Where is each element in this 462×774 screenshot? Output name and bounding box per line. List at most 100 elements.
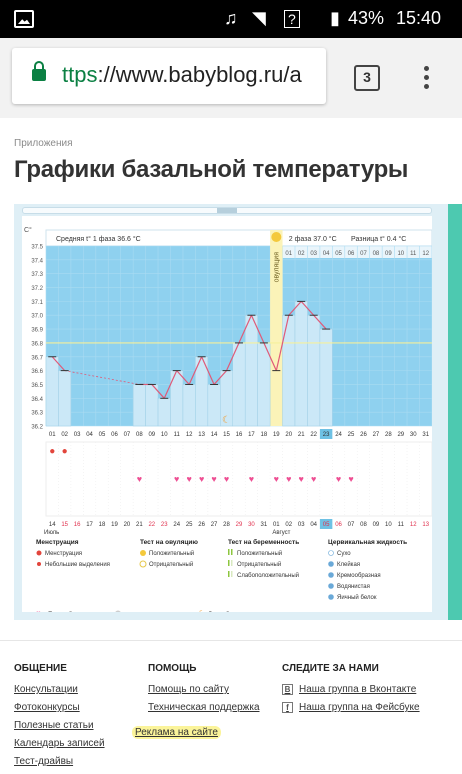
cycle-day-label: 20 [285,432,292,438]
date-label: 23 [161,522,168,528]
date-label: 01 [273,522,280,528]
vk-icon: B [282,684,293,695]
phase2-day-label: 02 [298,251,305,257]
cycle-day-label: 11 [174,432,181,438]
temperature-line-segment [176,370,190,385]
vk-group-link[interactable]: B Наша группа в Вконтакте [282,684,420,695]
temperature-line-segment [201,356,215,385]
intercourse-heart-icon: ♥ [348,474,353,484]
highlighted-day-cell [319,429,333,439]
tab-switcher-button[interactable]: 3 [354,65,380,91]
intercourse-heart-icon: ♥ [224,474,229,484]
cervical-fluid-icon [328,561,334,567]
footer-link[interactable]: Помощь по сайту [148,684,229,695]
url-bar[interactable]: ttps://www.babyblog.ru/a [12,48,326,104]
cervical-fluid-icon [328,583,334,589]
date-label: 20 [124,522,131,528]
cycle-day-label: 28 [385,432,392,438]
date-label: 28 [223,522,230,528]
breadcrumb[interactable]: Приложения [14,138,73,149]
y-tick-label: 37.3 [31,272,43,278]
temperature-line-segment [213,370,227,385]
facebook-group-link[interactable]: f Наша группа на Фейсбуке [282,702,420,713]
y-tick-label: 36.9 [31,328,43,334]
pregnancy-test-icon [228,560,230,566]
date-label: 12 [410,522,417,528]
pregnancy-test-icon [228,549,230,555]
footer-link[interactable]: Техническая поддержка [148,702,260,713]
overflow-menu-icon[interactable] [424,66,430,92]
intercourse-heart-icon: ♥ [199,474,204,484]
temperature-difference-label: Разница t° 0.4 °C [351,235,406,243]
url-text[interactable]: ttps://www.babyblog.ru/a [62,62,302,87]
date-label: 05 [323,522,330,528]
legend-item: Слабоположительный [237,572,299,579]
cycle-day-label: 15 [223,432,230,438]
footer-link[interactable]: Консультации [14,684,78,695]
moon-icon: ☾ [198,609,205,612]
footer-link[interactable]: Фотоконкурсы [14,702,80,713]
ovulation-column [270,230,283,426]
y-tick-label: 37.1 [31,300,43,306]
legend-heading: Тест на беременность [228,538,299,546]
menstruation-drop-icon: ● [62,446,68,457]
y-tick-label: 37.4 [31,258,43,264]
temperature-bar [257,342,271,427]
footer-link[interactable]: Календарь записей [14,738,105,749]
temperature-bar [282,314,296,427]
footer-col-follow: Следите за нами B Наша группа в Вконтакте… [282,663,420,720]
site-footer: Общение Консультации Фотоконкурсы Полезн… [0,640,462,770]
date-label: 31 [261,522,268,528]
intercourse-heart-icon: ♥ [137,474,142,484]
clock: 15:40 [396,8,442,28]
cycle-day-label: 16 [236,432,243,438]
date-label: 02 [285,522,292,528]
date-label: 25 [186,522,193,528]
footer-link[interactable]: Тест-драйвы [14,756,74,767]
gallery-notification-icon [14,10,34,28]
temperature-bar [319,328,333,427]
chart-scrollbar[interactable] [22,207,432,214]
footer-link[interactable]: Полезные статьи [14,720,94,731]
y-tick-label: 37.2 [31,286,43,292]
temperature-line-segment [313,314,327,330]
status-bar: ♫ ◥ ? ▮ 43% 15:40 [0,0,462,38]
date-label: 16 [74,522,81,528]
phase2-day-label: 01 [285,251,292,257]
legend-heading: Цервикальная жидкость [328,539,407,546]
advertising-link[interactable]: Реклама на сайте [132,726,260,739]
date-label: 24 [173,522,180,528]
month-label: Июль [44,530,59,536]
cycle-day-label: 08 [136,432,143,438]
date-label: 22 [148,522,155,528]
date-label: 21 [136,522,143,528]
legend-item: Кремообразная [337,573,381,579]
date-label: 18 [99,522,106,528]
temperature-line-segment [51,356,66,372]
cycle-day-label: 17 [248,432,255,438]
legend-item: Отрицательный [149,561,193,568]
cycle-day-label: 22 [310,432,317,438]
cycle-day-label: 23 [323,432,330,438]
phase2-day-label: 07 [360,251,367,257]
footer-heading: Помощь [148,663,197,674]
cycle-day-label: 21 [298,432,305,438]
temperature-bar [232,342,246,427]
legend-item: Клейкая [337,561,360,568]
temperature-bar [294,301,308,427]
bbt-chart-svg: C° Средняя t° 1 фаза 36.6 °C 2 фаза 37.0 °… [24,226,433,618]
signal-icon: ? [284,10,300,28]
cycle-day-label: 26 [360,432,367,438]
legend-item: Положительный [237,550,282,557]
intercourse-heart-icon: ♥ [211,474,216,484]
pregnancy-test-icon [231,560,233,566]
wifi-icon: ◥ [252,8,266,28]
cycle-day-label: 03 [74,432,81,438]
temperature-line-segment [263,342,277,371]
y-tick-label: 36.7 [31,355,43,361]
cycle-day-label: 24 [335,432,342,438]
legend-item: Менструация [45,551,82,557]
cycle-day-label: 30 [410,432,417,438]
chart-scrollbar-thumb[interactable] [217,208,237,213]
phase2-day-label: 11 [410,251,417,257]
